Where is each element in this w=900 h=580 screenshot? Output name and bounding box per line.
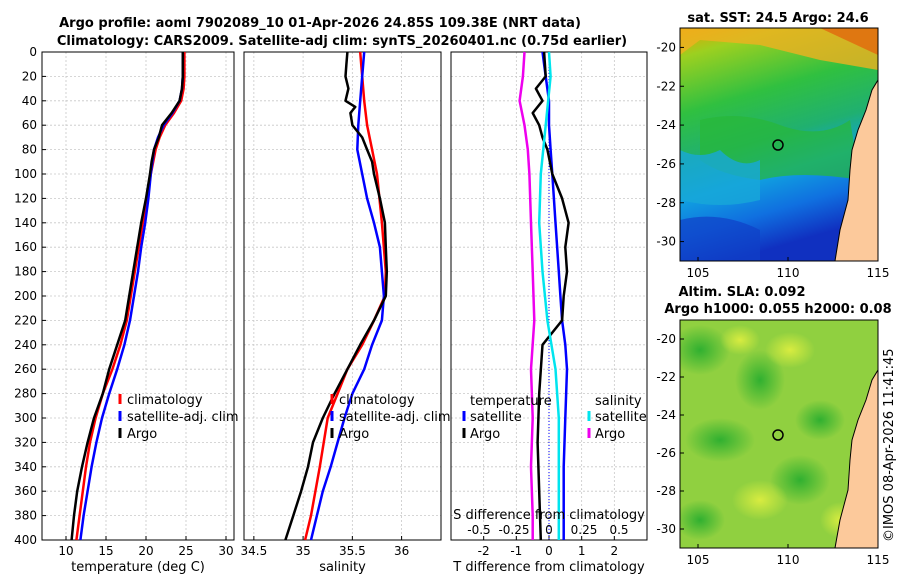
- map-y-tick-label: -20: [656, 332, 676, 346]
- series-t-argo: [531, 51, 570, 541]
- x-tick-label: 1: [578, 544, 586, 558]
- legend-label: satellite: [595, 410, 647, 425]
- y-tick-label: 300: [14, 411, 37, 425]
- y-tick-label: 20: [22, 69, 37, 83]
- figure-title-line1: Argo profile: aoml 7902089_10 01-Apr-202…: [59, 16, 581, 31]
- x-tick-label: 35.5: [339, 544, 366, 558]
- sla-map-frame: [679, 319, 879, 549]
- series-climatology: [75, 52, 186, 541]
- map-y-tick-label: -30: [656, 235, 676, 249]
- x-tick-label: 20: [138, 544, 153, 558]
- sst-map-title: sat. SST: 24.5 Argo: 24.6: [687, 11, 868, 26]
- x-tick-label: 30: [218, 544, 233, 558]
- y-tick-label: 80: [22, 143, 37, 157]
- sla-map: Altim. SLA: 0.092 Argo h1000: 0.055 h200…: [656, 285, 891, 567]
- map-y-tick-label: -26: [656, 157, 676, 171]
- legend-label: Argo: [470, 427, 500, 442]
- y-tick-label: 0: [29, 45, 37, 59]
- series-argo: [70, 52, 185, 541]
- legend-title-temperature: temperature: [470, 394, 552, 409]
- sla-map-title-line1: Altim. SLA: 0.092: [679, 285, 806, 300]
- x-tick-label: 0: [545, 544, 553, 558]
- panel-temperature: 10 15 20 25 30020406080100120140160180200220…: [14, 45, 239, 575]
- map-x-tick-label: 115: [867, 553, 890, 567]
- y-tick-label: 360: [14, 484, 37, 498]
- map-x-tick-label: 110: [777, 553, 800, 567]
- series-t-satellite: [541, 51, 569, 540]
- y-tick-label: 60: [22, 118, 37, 132]
- sla-map-title-line2: Argo h1000: 0.055 h2000: 0.08: [664, 302, 891, 317]
- sst-map-frame: [679, 27, 879, 262]
- map-y-tick-label: -24: [656, 408, 676, 422]
- sst-argo-marker: [772, 139, 784, 151]
- map-y-tick-label: -20: [656, 40, 676, 54]
- legend-label: Argo: [127, 427, 157, 442]
- s-tick-label: 0: [545, 523, 553, 537]
- map-x-tick-label: 105: [687, 553, 710, 567]
- figure-title-line2: Climatology: CARS2009. Satellite-adj cli…: [57, 34, 627, 49]
- x-tick-label: 10: [58, 544, 73, 558]
- x-tick-label: 25: [178, 544, 193, 558]
- imos-timestamp: ©IMOS 08-Apr-2026 11:41:45: [882, 348, 897, 542]
- x-tick-label: 15: [98, 544, 113, 558]
- s-difference-label: S difference from climatology: [453, 508, 645, 523]
- legend-label: Argo: [339, 427, 369, 442]
- sst-map: sat. SST: 24.5 Argo: 24.6 105 110 115 -20 -2…: [656, 11, 889, 280]
- legend-label: satellite-adj. clim: [127, 410, 239, 425]
- sla-argo-marker: [772, 429, 784, 441]
- y-tick-label: 320: [14, 435, 37, 449]
- y-tick-label: 200: [14, 289, 37, 303]
- legend-label: satellite-adj. clim: [339, 410, 451, 425]
- map-y-tick-label: -22: [656, 79, 676, 93]
- x-tick-label: 34.5: [240, 544, 267, 558]
- s-tick-label: 0.5: [609, 523, 628, 537]
- legend-label: climatology: [127, 393, 203, 408]
- map-x-tick-label: 105: [687, 266, 710, 280]
- x-tick-label: 35: [295, 544, 310, 558]
- panel-salinity: 34.5 35 35.5 36 salinity climatology satellite…: [240, 51, 451, 575]
- y-tick-label: 100: [14, 167, 37, 181]
- panel-frame: [243, 51, 442, 541]
- legend-label: Argo: [595, 427, 625, 442]
- s-tick-label: 0.25: [571, 523, 598, 537]
- x-tick-label: -1: [510, 544, 522, 558]
- s-tick-label: -0.25: [498, 523, 529, 537]
- x-tick-label: 36: [394, 544, 409, 558]
- y-tick-label: 260: [14, 362, 37, 376]
- y-tick-label: 180: [14, 265, 37, 279]
- y-tick-label: 40: [22, 94, 37, 108]
- y-tick-label: 280: [14, 387, 37, 401]
- x-tick-label: -2: [478, 544, 490, 558]
- legend-title-salinity: salinity: [595, 394, 642, 409]
- map-x-tick-label: 110: [777, 266, 800, 280]
- y-tick-label: 400: [14, 533, 37, 547]
- map-y-tick-label: -26: [656, 446, 676, 460]
- y-tick-label: 380: [14, 509, 37, 523]
- y-tick-label: 120: [14, 191, 37, 205]
- series-s-satellite: [537, 51, 561, 540]
- profile-panels: 10 15 20 25 30020406080100120140160180200220…: [14, 45, 648, 575]
- legend-label: climatology: [339, 393, 415, 408]
- series-argo: [284, 51, 389, 541]
- y-tick-label: 160: [14, 240, 37, 254]
- x-axis-label: T difference from climatology: [452, 560, 645, 575]
- panel-difference: -2 -1 0 1 2 T difference from climatology temp…: [450, 51, 648, 575]
- x-tick-label: 2: [611, 544, 619, 558]
- map-y-tick-label: -28: [656, 196, 676, 210]
- x-axis-label: salinity: [319, 560, 366, 575]
- map-y-tick-label: -28: [656, 484, 676, 498]
- x-axis-label: temperature (deg C): [71, 560, 205, 575]
- series-s-argo: [518, 51, 536, 540]
- map-y-tick-label: -30: [656, 522, 676, 536]
- legend-label: satellite: [470, 410, 522, 425]
- y-tick-label: 220: [14, 313, 37, 327]
- map-y-tick-label: -24: [656, 118, 676, 132]
- map-y-tick-label: -22: [656, 370, 676, 384]
- s-tick-label: -0.5: [467, 523, 490, 537]
- y-tick-label: 240: [14, 338, 37, 352]
- y-tick-label: 140: [14, 216, 37, 230]
- y-tick-label: 340: [14, 460, 37, 474]
- map-x-tick-label: 115: [867, 266, 890, 280]
